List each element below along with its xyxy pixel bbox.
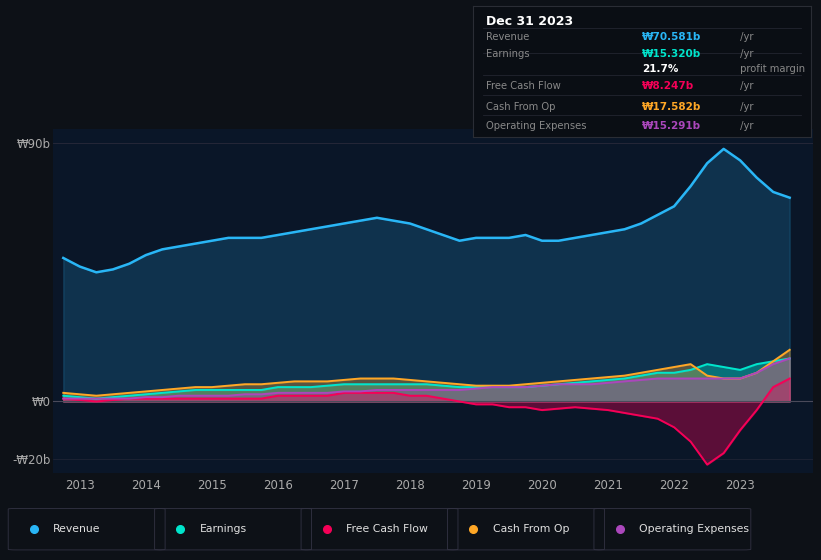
Text: Revenue: Revenue — [53, 524, 101, 534]
Text: /yr: /yr — [736, 122, 753, 132]
Text: Earnings: Earnings — [200, 524, 247, 534]
Text: profit margin: profit margin — [736, 63, 805, 73]
Text: Cash From Op: Cash From Op — [486, 102, 556, 111]
Text: Free Cash Flow: Free Cash Flow — [346, 524, 428, 534]
Text: /yr: /yr — [736, 102, 753, 111]
Text: /yr: /yr — [736, 49, 753, 59]
Text: 21.7%: 21.7% — [642, 63, 678, 73]
Text: Dec 31 2023: Dec 31 2023 — [486, 15, 574, 28]
Text: ₩8.247b: ₩8.247b — [642, 81, 695, 91]
Text: Earnings: Earnings — [486, 49, 530, 59]
Text: Free Cash Flow: Free Cash Flow — [486, 81, 562, 91]
Text: ₩15.291b: ₩15.291b — [642, 122, 701, 132]
Text: ₩17.582b: ₩17.582b — [642, 102, 701, 111]
Text: Revenue: Revenue — [486, 32, 530, 42]
Text: Operating Expenses: Operating Expenses — [486, 122, 587, 132]
Text: /yr: /yr — [736, 32, 753, 42]
Text: ₩70.581b: ₩70.581b — [642, 32, 701, 42]
Text: Operating Expenses: Operating Expenses — [639, 524, 749, 534]
Text: /yr: /yr — [736, 81, 753, 91]
Text: Cash From Op: Cash From Op — [493, 524, 569, 534]
Text: ₩15.320b: ₩15.320b — [642, 49, 701, 59]
